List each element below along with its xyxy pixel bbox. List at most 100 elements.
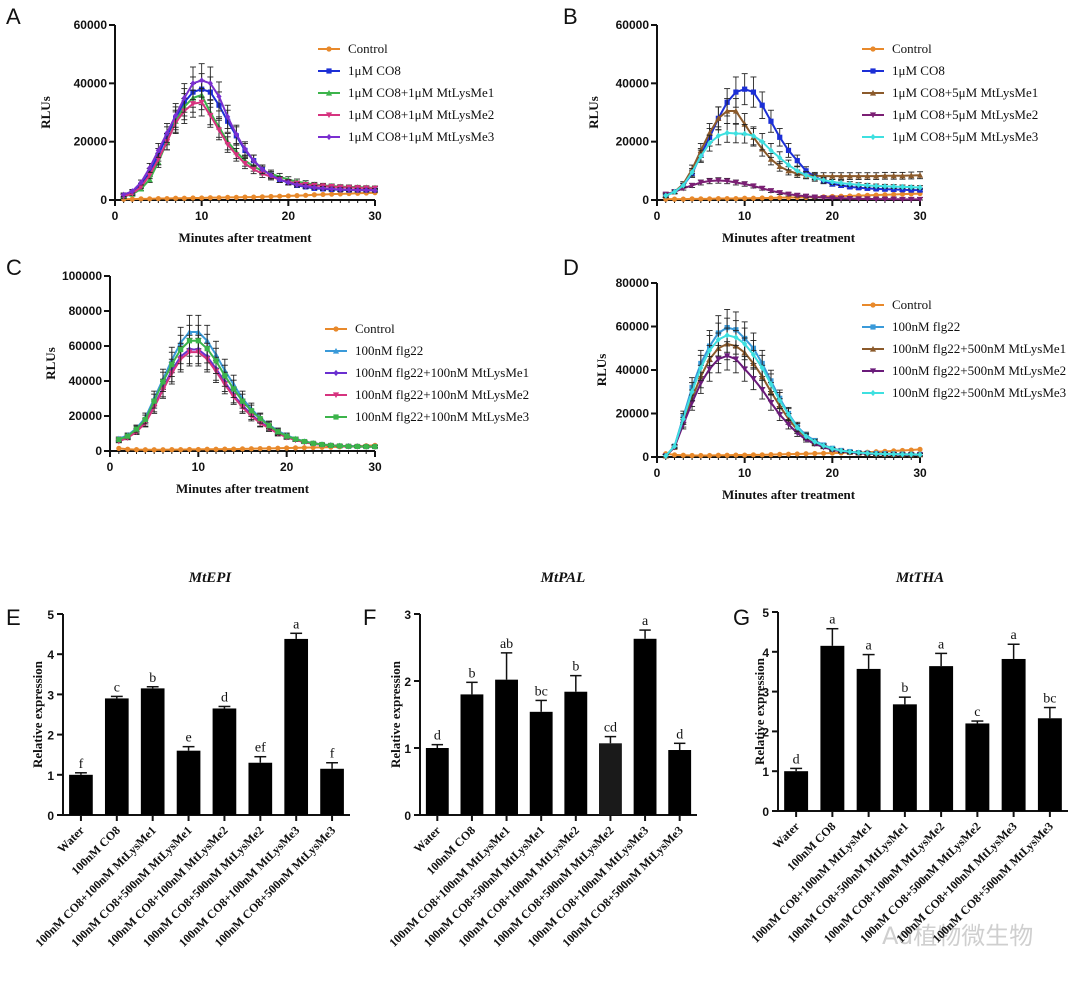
series-4 xyxy=(662,123,923,199)
data-point xyxy=(785,161,792,169)
data-point xyxy=(742,86,748,92)
legend-label: 100nM flg22+500nM MtLysMe3 xyxy=(892,385,1066,400)
bar xyxy=(564,691,588,815)
y-tick-label: 0 xyxy=(642,193,649,207)
data-point xyxy=(363,186,369,194)
data-point xyxy=(829,178,835,186)
y-tick-label: 20000 xyxy=(616,135,650,149)
data-point xyxy=(311,184,317,191)
legend-swatch-marker xyxy=(326,133,332,141)
data-point xyxy=(724,353,731,359)
y-tick-label: 0 xyxy=(100,193,107,207)
data-point xyxy=(750,89,757,95)
data-point xyxy=(732,179,739,186)
data-point xyxy=(697,179,704,186)
y-tick-label: 2 xyxy=(47,729,54,743)
data-point xyxy=(337,191,343,197)
legend-swatch-marker xyxy=(869,345,877,352)
data-point xyxy=(846,172,853,179)
data-point xyxy=(204,346,210,352)
data-point xyxy=(250,166,257,173)
data-point xyxy=(116,437,122,443)
data-point xyxy=(310,440,316,446)
significance-letter: d xyxy=(221,690,228,705)
significance-letter: a xyxy=(938,637,945,652)
y-tick-label: 40000 xyxy=(74,76,108,90)
data-point xyxy=(767,400,775,406)
significance-letter: a xyxy=(1011,628,1018,643)
data-point xyxy=(242,145,248,153)
panel-d: D 0 10 20 30 0 20000 40000 60000 80000 Minutes aft… xyxy=(563,255,1066,502)
data-point xyxy=(776,190,783,196)
significance-letter: d xyxy=(434,729,441,744)
data-point xyxy=(742,340,748,347)
data-point xyxy=(169,447,175,453)
data-point xyxy=(251,157,257,164)
y-tick-label: 0 xyxy=(762,805,769,819)
data-point xyxy=(310,444,316,451)
series-0 xyxy=(121,190,378,202)
data-point xyxy=(277,193,283,199)
x-tick-label: 30 xyxy=(913,466,927,480)
data-point xyxy=(767,156,775,162)
data-point xyxy=(329,185,335,193)
significance-letter: a xyxy=(829,613,836,628)
data-point xyxy=(706,178,713,185)
chart-title: MtEPI xyxy=(188,570,233,586)
data-point xyxy=(207,195,213,201)
data-point xyxy=(301,445,307,451)
legend-label: Control xyxy=(892,41,932,56)
legend-label: 1μM CO8+1μM MtLysMe3 xyxy=(348,129,494,144)
data-point xyxy=(732,107,739,114)
data-point xyxy=(882,192,888,198)
data-point xyxy=(899,172,906,179)
data-point xyxy=(742,452,748,458)
y-tick-label: 3 xyxy=(404,608,411,622)
data-point xyxy=(151,398,157,404)
data-point xyxy=(231,446,237,452)
series-4 xyxy=(115,324,378,450)
x-tick-label: 10 xyxy=(738,466,752,480)
significance-letter: ab xyxy=(500,637,513,652)
data-point xyxy=(908,451,914,458)
data-point xyxy=(155,156,162,163)
data-point xyxy=(284,445,290,451)
data-point xyxy=(785,411,792,418)
panel-letter: G xyxy=(733,605,750,630)
data-point xyxy=(285,193,291,199)
data-point xyxy=(178,346,184,353)
legend-swatch-marker xyxy=(869,89,877,96)
y-tick-label: 60000 xyxy=(74,18,108,32)
significance-letter: b xyxy=(901,681,908,696)
watermark-text: Ad植物微生物 xyxy=(882,922,1033,950)
bar xyxy=(633,638,657,815)
bar xyxy=(495,679,518,815)
data-point xyxy=(794,158,800,164)
bar xyxy=(1001,658,1026,811)
data-point xyxy=(724,178,731,185)
data-point xyxy=(142,416,148,423)
y-axis-title: Relative expression xyxy=(30,660,45,768)
y-axis-title: Relative expression xyxy=(752,657,767,765)
data-point xyxy=(121,191,127,198)
data-point xyxy=(216,195,222,201)
data-point xyxy=(164,195,170,202)
significance-letter: c xyxy=(114,680,120,695)
y-axis-title: Relative expression xyxy=(388,660,403,768)
data-point xyxy=(688,400,696,406)
bar xyxy=(320,768,344,815)
data-point xyxy=(777,195,783,201)
data-point xyxy=(759,195,765,201)
data-point xyxy=(916,196,924,203)
data-point xyxy=(750,183,757,190)
data-point xyxy=(917,446,923,452)
data-point xyxy=(204,446,210,452)
bar xyxy=(104,698,129,815)
data-point xyxy=(198,99,205,106)
data-point xyxy=(908,184,914,191)
data-point xyxy=(759,364,765,371)
data-point xyxy=(899,451,906,458)
y-tick-label: 100000 xyxy=(62,269,102,283)
